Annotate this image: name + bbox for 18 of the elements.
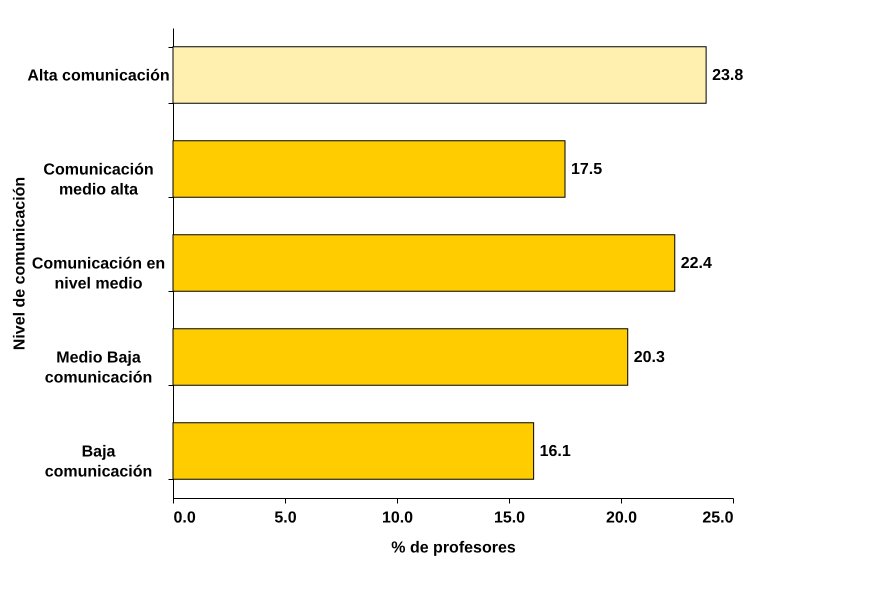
x-tick-label: 0.0	[174, 510, 196, 526]
data-label: 16.1	[540, 443, 571, 460]
y-tick-label: Medio Baja comunicación	[44, 350, 152, 386]
x-tick-label: 5.0	[274, 510, 297, 526]
data-label: 23.8	[712, 67, 744, 84]
y-tick-label: Comunicación medio alta	[43, 162, 154, 198]
data-label: 17.5	[571, 161, 602, 178]
x-axis-title: % de profesores	[391, 540, 516, 556]
x-tick-label: 25.0	[702, 510, 734, 526]
y-axis-title: Nivel de comunicación	[11, 176, 28, 350]
y-tick-label: Comunicación en nivel medio	[32, 256, 166, 292]
data-label: 22.4	[680, 255, 712, 272]
y-tick-label: Baja comunicación	[44, 444, 152, 480]
x-tick-label: 10.0	[382, 510, 414, 526]
y-tick-label: Alta comunicación	[27, 68, 170, 84]
x-tick-label: 20.0	[606, 510, 638, 526]
x-tick-label: 15.0	[494, 510, 526, 526]
data-label: 20.3	[634, 349, 665, 366]
